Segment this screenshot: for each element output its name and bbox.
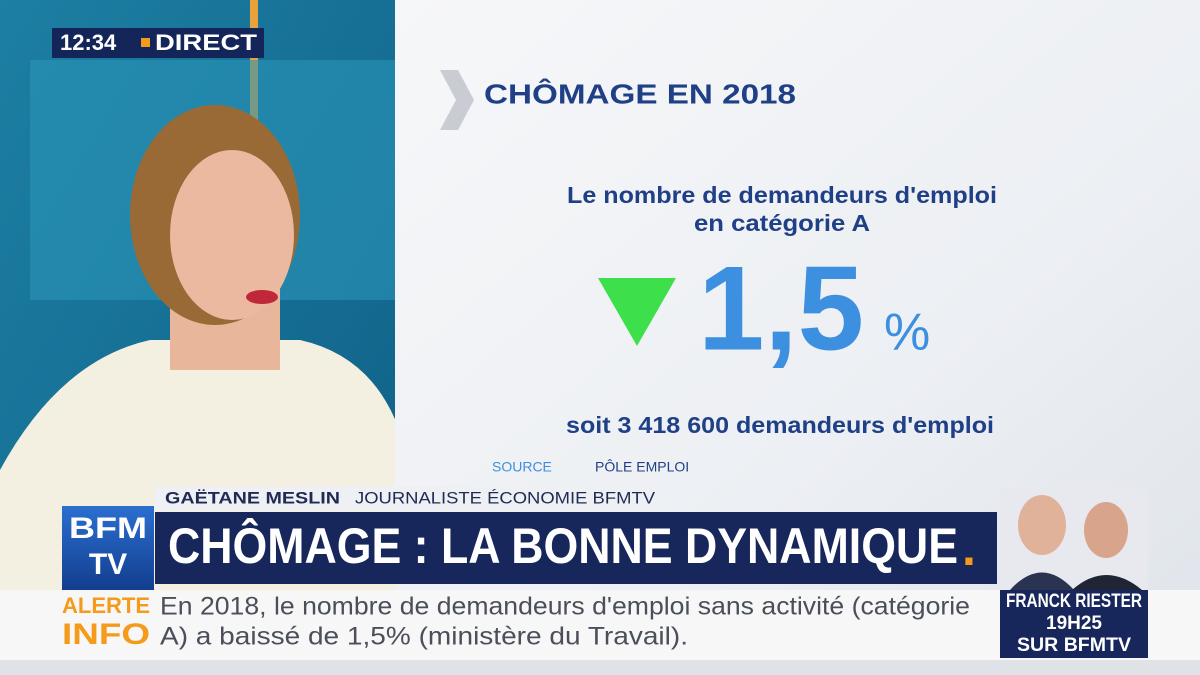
speaker-name: GAËTANE MESLIN [165, 488, 340, 507]
logo-bottom: TV [89, 548, 127, 581]
alert-label: ALERTE [62, 593, 150, 618]
logo-top: BFM [69, 512, 147, 545]
clock-dot [141, 38, 150, 47]
promo-channel: SUR BFMTV [1017, 635, 1131, 656]
source-label: SOURCE [492, 459, 552, 475]
name-strip [155, 486, 660, 511]
ticker-text: A) a baissé de 1,5% (ministère du Travai… [160, 623, 688, 651]
guest-face [1018, 495, 1066, 555]
panel-title: CHÔMAGE EN 2018 [484, 77, 796, 109]
panel-detail: soit 3 418 600 demandeurs d'emploi [566, 412, 994, 438]
promo-box [1000, 590, 1148, 658]
clock-status: DIRECT [155, 30, 258, 55]
headline-bar [155, 512, 997, 584]
guest-suit [1072, 575, 1142, 590]
headline-dot: . [962, 520, 976, 576]
ticker-base [0, 660, 1200, 675]
promo-name: FRANCK RIESTER [1006, 591, 1142, 612]
key-figure: 1,5 [698, 242, 864, 376]
promo-time: 19H25 [1046, 613, 1102, 634]
headline: CHÔMAGE : LA BONNE DYNAMIQUE [168, 517, 958, 574]
guest-face [1084, 502, 1128, 558]
key-figure-unit: % [884, 304, 930, 362]
presenter-face [170, 150, 294, 320]
source: PÔLE EMPLOI [595, 459, 689, 475]
ticker-text: En 2018, le nombre de demandeurs d'emplo… [160, 593, 970, 621]
panel-subtitle: Le nombre de demandeurs d'emploi [567, 182, 997, 208]
alert-label: INFO [62, 618, 150, 651]
speaker-role: JOURNALISTE ÉCONOMIE BFMTV [355, 488, 656, 507]
panel-subtitle: en catégorie A [694, 210, 870, 236]
logo [62, 506, 154, 590]
presenter-lips [246, 290, 278, 304]
guest-suit [1010, 572, 1074, 590]
clock-time: 12:34 [60, 30, 117, 55]
down-arrow [598, 278, 676, 346]
title-chevron [440, 70, 474, 130]
clock-box [52, 28, 264, 58]
